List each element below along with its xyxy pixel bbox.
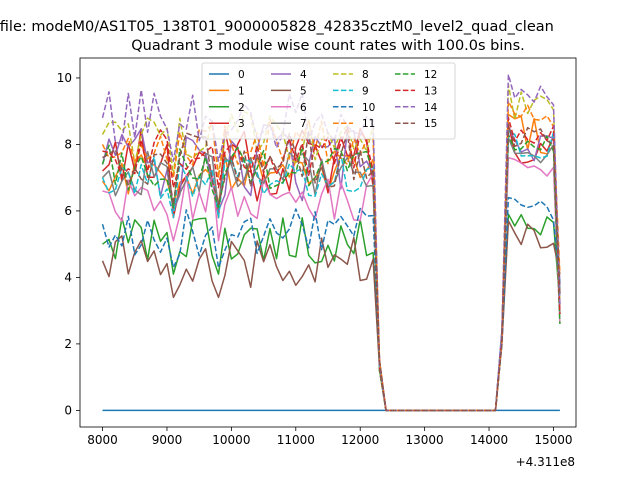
legend-label-0: 0	[238, 69, 245, 81]
x-tick-label: 13000	[406, 433, 444, 447]
x-tick-label: 14000	[470, 433, 508, 447]
series-layer	[101, 73, 561, 412]
legend-label-7: 7	[300, 118, 307, 130]
y-tick-label: 6	[64, 204, 72, 218]
x-tick-label: 15000	[534, 433, 572, 447]
series-line-15	[102, 123, 561, 412]
figure-suptitle: n file: modeM0/AS1T05_138T01_9000005828_…	[0, 19, 554, 35]
y-axis: 0 2 4 6 8 10	[57, 71, 80, 417]
axes-frame	[79, 57, 577, 428]
legend-label-10: 10	[362, 102, 375, 114]
x-tick-label: 12000	[341, 433, 379, 447]
legend-label-2: 2	[238, 102, 245, 114]
chart-title: Quadrant 3 module wise count rates with …	[131, 38, 525, 54]
x-tick-label: 11000	[277, 433, 315, 447]
y-tick-label: 10	[57, 71, 72, 85]
legend-label-8: 8	[362, 69, 369, 81]
legend-label-11: 11	[362, 118, 375, 130]
x-tick-label: 9000	[152, 433, 183, 447]
legend-label-14: 14	[424, 102, 438, 114]
legend-label-5: 5	[300, 85, 307, 97]
legend-label-3: 3	[238, 118, 245, 130]
legend-label-1: 1	[238, 85, 245, 97]
legend-box	[201, 62, 456, 140]
legend-label-13: 13	[424, 85, 437, 97]
x-tick-label: 8000	[87, 433, 118, 447]
legend-label-6: 6	[300, 102, 307, 114]
y-tick-label: 0	[64, 403, 72, 417]
legend-label-4: 4	[300, 69, 307, 81]
legend-label-15: 15	[424, 118, 437, 130]
y-tick-label: 4	[64, 270, 72, 284]
x-offset-label: +4.311e8	[516, 455, 575, 469]
x-axis: 8000 9000 10000 11000 12000 13000 14000 15000	[87, 427, 573, 447]
y-tick-label: 2	[64, 337, 72, 351]
series-line-12	[101, 133, 561, 412]
y-tick-label: 8	[64, 137, 72, 151]
series-line-10	[101, 196, 561, 412]
legend-label-12: 12	[424, 69, 437, 81]
x-tick-label: 10000	[212, 433, 250, 447]
legend-label-9: 9	[362, 85, 369, 97]
